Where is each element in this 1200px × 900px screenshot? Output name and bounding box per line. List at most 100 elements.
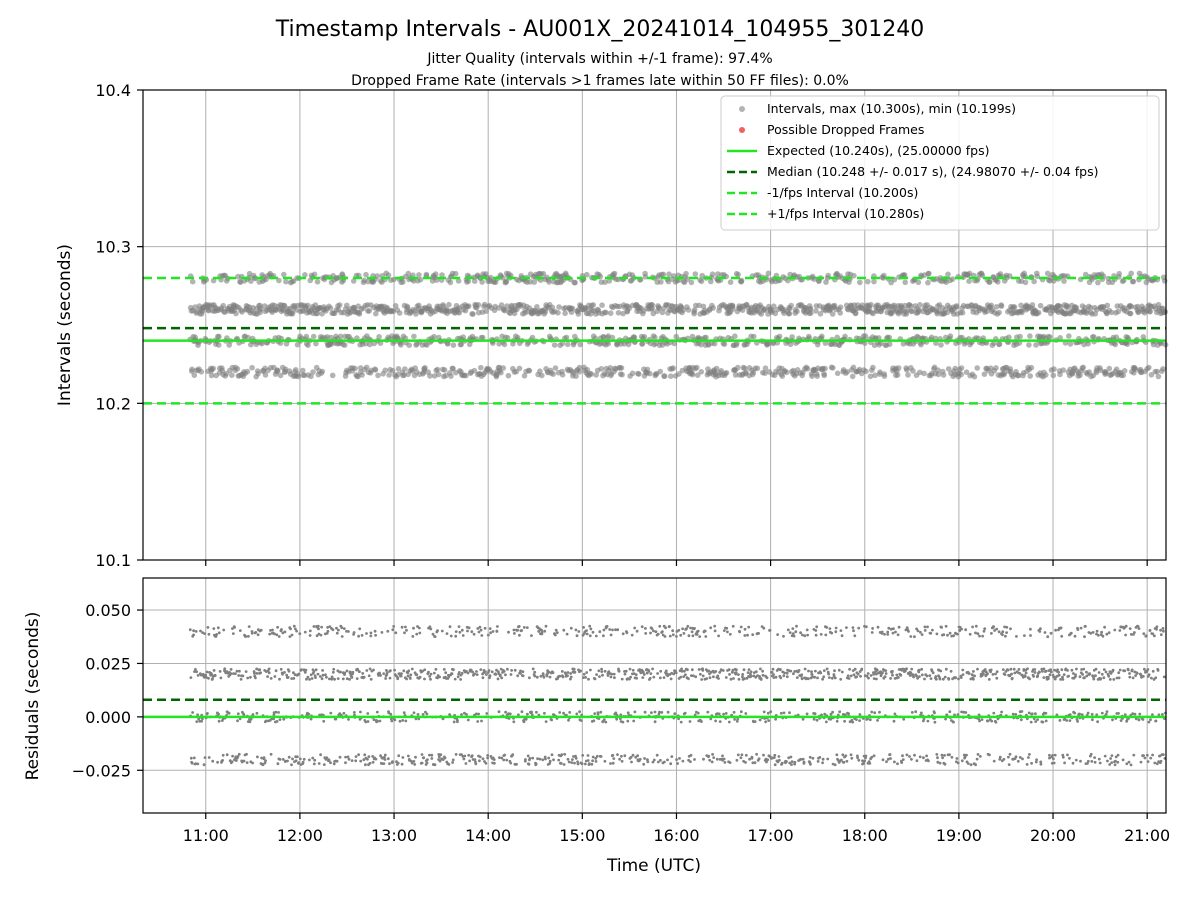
intervals-data-point xyxy=(1106,365,1113,372)
residuals-data-point xyxy=(1030,761,1033,765)
intervals-data-point xyxy=(599,302,605,309)
residuals-data-point xyxy=(1110,761,1114,764)
residuals-data-point xyxy=(433,635,437,638)
residuals-data-point xyxy=(478,755,482,759)
residuals-data-point xyxy=(700,678,704,681)
residuals-data-point xyxy=(329,711,333,715)
residuals-data-point xyxy=(283,671,286,674)
intervals-data-point xyxy=(993,365,999,371)
residuals-data-point xyxy=(439,753,443,757)
residuals-data-point xyxy=(998,755,1002,759)
residuals-data-point xyxy=(572,667,576,671)
residuals-data-point xyxy=(1046,635,1050,639)
intervals-data-point xyxy=(329,372,336,379)
residuals-data-point xyxy=(735,758,739,762)
residuals-data-point xyxy=(990,632,993,635)
residuals-data-point xyxy=(828,676,831,679)
residuals-data-point xyxy=(989,668,993,672)
residuals-data-point xyxy=(522,626,526,629)
residuals-data-point xyxy=(828,627,832,630)
residuals-data-point xyxy=(1023,634,1026,637)
residuals-data-point xyxy=(889,757,892,760)
residuals-data-point xyxy=(799,631,802,635)
intervals-data-point xyxy=(395,366,402,372)
residuals-data-point xyxy=(1095,629,1099,633)
residuals-data-point xyxy=(520,629,524,632)
residuals-data-point xyxy=(567,718,570,722)
intervals-data-point xyxy=(551,342,558,348)
residuals-data-point xyxy=(357,634,360,638)
residuals-data-point xyxy=(207,756,211,759)
residuals-data-point xyxy=(789,755,793,759)
residuals-data-point xyxy=(365,632,368,635)
residuals-data-point xyxy=(205,670,209,674)
intervals-data-point xyxy=(304,302,311,309)
residuals-data-point xyxy=(276,762,280,766)
residuals-data-point xyxy=(772,673,775,676)
residuals-data-point xyxy=(961,668,965,672)
residuals-data-point xyxy=(1094,674,1097,678)
residuals-data-point xyxy=(1151,669,1155,673)
residuals-data-point xyxy=(844,754,848,758)
residuals-data-point xyxy=(222,628,226,632)
residuals-data-point xyxy=(281,758,285,761)
residuals-data-point xyxy=(227,711,231,715)
residuals-data-point xyxy=(1097,671,1101,674)
intervals-data-point xyxy=(917,302,923,308)
intervals-data-point xyxy=(310,333,317,340)
residuals-data-point xyxy=(360,634,364,637)
residuals-data-point xyxy=(821,757,825,761)
residuals-data-point xyxy=(415,632,419,636)
x-tick-label: 20:00 xyxy=(1030,826,1076,845)
residuals-data-point xyxy=(653,710,657,714)
intervals-data-point xyxy=(249,364,255,371)
residuals-data-point xyxy=(393,668,396,672)
residuals-data-point xyxy=(251,713,255,716)
residuals-data-point xyxy=(715,757,719,761)
residuals-data-point xyxy=(294,759,298,763)
residuals-data-point xyxy=(1128,675,1132,679)
intervals-data-point xyxy=(471,367,478,374)
intervals-data-point xyxy=(434,366,441,373)
intervals-data-point xyxy=(615,310,622,316)
intervals-data-point xyxy=(788,302,794,309)
intervals-data-point xyxy=(609,334,616,341)
legend-label-dropped: Possible Dropped Frames xyxy=(767,122,924,137)
residuals-data-point xyxy=(821,677,824,681)
residuals-data-point xyxy=(332,667,336,671)
residuals-data-point xyxy=(367,674,371,678)
intervals-data-point xyxy=(363,364,370,371)
residuals-data-point xyxy=(598,630,602,634)
residuals-data-point xyxy=(655,753,659,757)
residuals-data-point xyxy=(454,630,458,633)
residuals-data-point xyxy=(263,761,267,765)
residuals-data-point xyxy=(978,755,982,758)
intervals-data-point xyxy=(947,333,954,339)
residuals-data-point xyxy=(790,760,794,764)
residuals-data-point xyxy=(465,713,468,716)
residuals-data-point xyxy=(602,628,606,632)
residuals-data-point xyxy=(502,758,506,762)
residuals-data-point xyxy=(322,719,326,723)
residuals-data-point xyxy=(230,760,234,764)
residuals-data-point xyxy=(375,710,379,714)
residuals-data-point xyxy=(965,753,968,757)
residuals-data-point xyxy=(351,670,355,674)
residuals-data-point xyxy=(816,676,819,680)
intervals-data-point xyxy=(938,342,944,348)
intervals-data-point xyxy=(422,365,428,371)
residuals-data-point xyxy=(863,759,867,763)
residuals-data-point xyxy=(188,628,192,632)
residuals-data-point xyxy=(774,675,778,679)
residuals-data-point xyxy=(1142,754,1145,757)
residuals-data-point xyxy=(981,634,984,638)
residuals-data-point xyxy=(663,635,667,638)
residuals-data-point xyxy=(868,718,872,722)
intervals-data-point xyxy=(416,272,422,278)
residuals-data-point xyxy=(1141,675,1145,678)
residuals-data-point xyxy=(565,632,569,636)
residuals-data-point xyxy=(910,711,914,714)
residuals-data-point xyxy=(711,753,714,756)
residuals-data-point xyxy=(967,672,971,675)
residuals-data-point xyxy=(852,629,855,633)
